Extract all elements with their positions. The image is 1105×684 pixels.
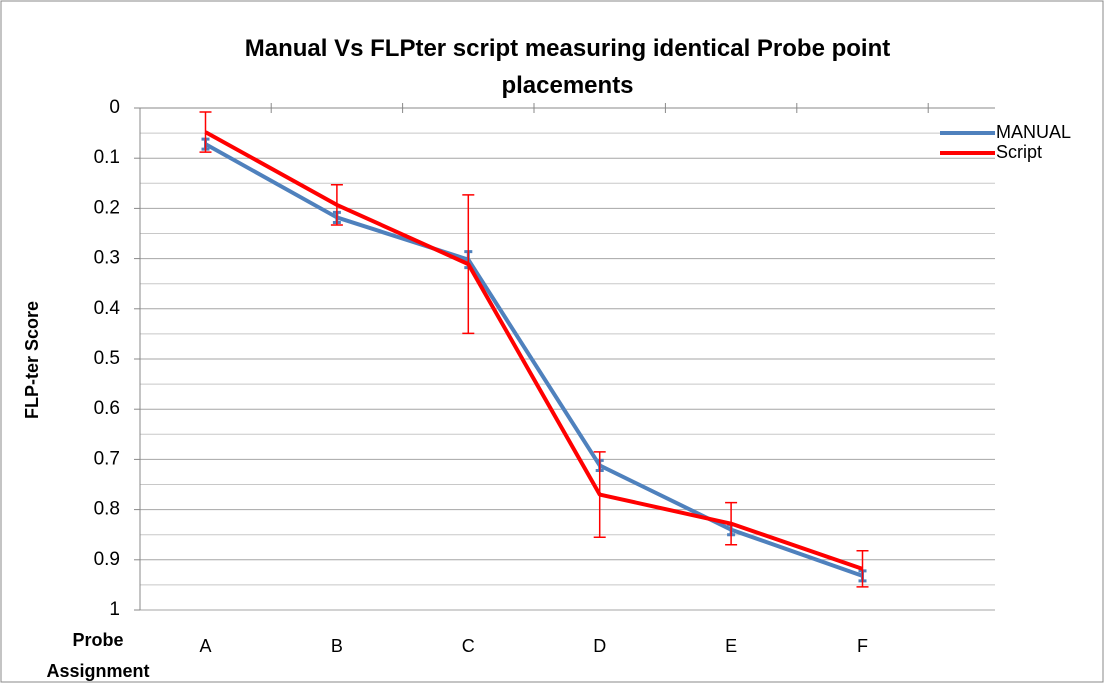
y-tick-label: 1 <box>109 599 120 620</box>
x-axis-label: Probe Assignment <box>46 630 150 681</box>
legend-label: Script <box>996 142 1042 162</box>
x-tick-label: B <box>331 636 343 656</box>
y-tick-label: 0.6 <box>94 398 120 419</box>
x-tick-label: E <box>725 636 737 656</box>
y-tick-label: 0.1 <box>94 147 120 168</box>
legend-label: MANUAL <box>996 122 1071 142</box>
y-tick-label: 0.3 <box>94 248 120 269</box>
y-tick-label: 0.7 <box>94 448 120 469</box>
y-tick-label: 0.9 <box>94 549 120 570</box>
x-tick-label: D <box>593 636 606 656</box>
y-tick-label: 0.5 <box>94 348 120 369</box>
series-line <box>204 142 864 578</box>
y-tick-label: 0 <box>109 97 120 118</box>
series-line <box>204 130 864 571</box>
y-tick-label: 0.8 <box>94 499 120 520</box>
y-tick-label: 0.4 <box>94 298 121 319</box>
chart-title: Manual Vs FLPter script measuring identi… <box>244 35 891 99</box>
x-tick-label: C <box>462 636 475 656</box>
y-axis-label: FLP-ter Score <box>22 301 42 419</box>
x-tick-label: F <box>857 636 868 656</box>
x-tick-label: A <box>199 636 211 656</box>
y-tick-label: 0.2 <box>94 197 120 218</box>
